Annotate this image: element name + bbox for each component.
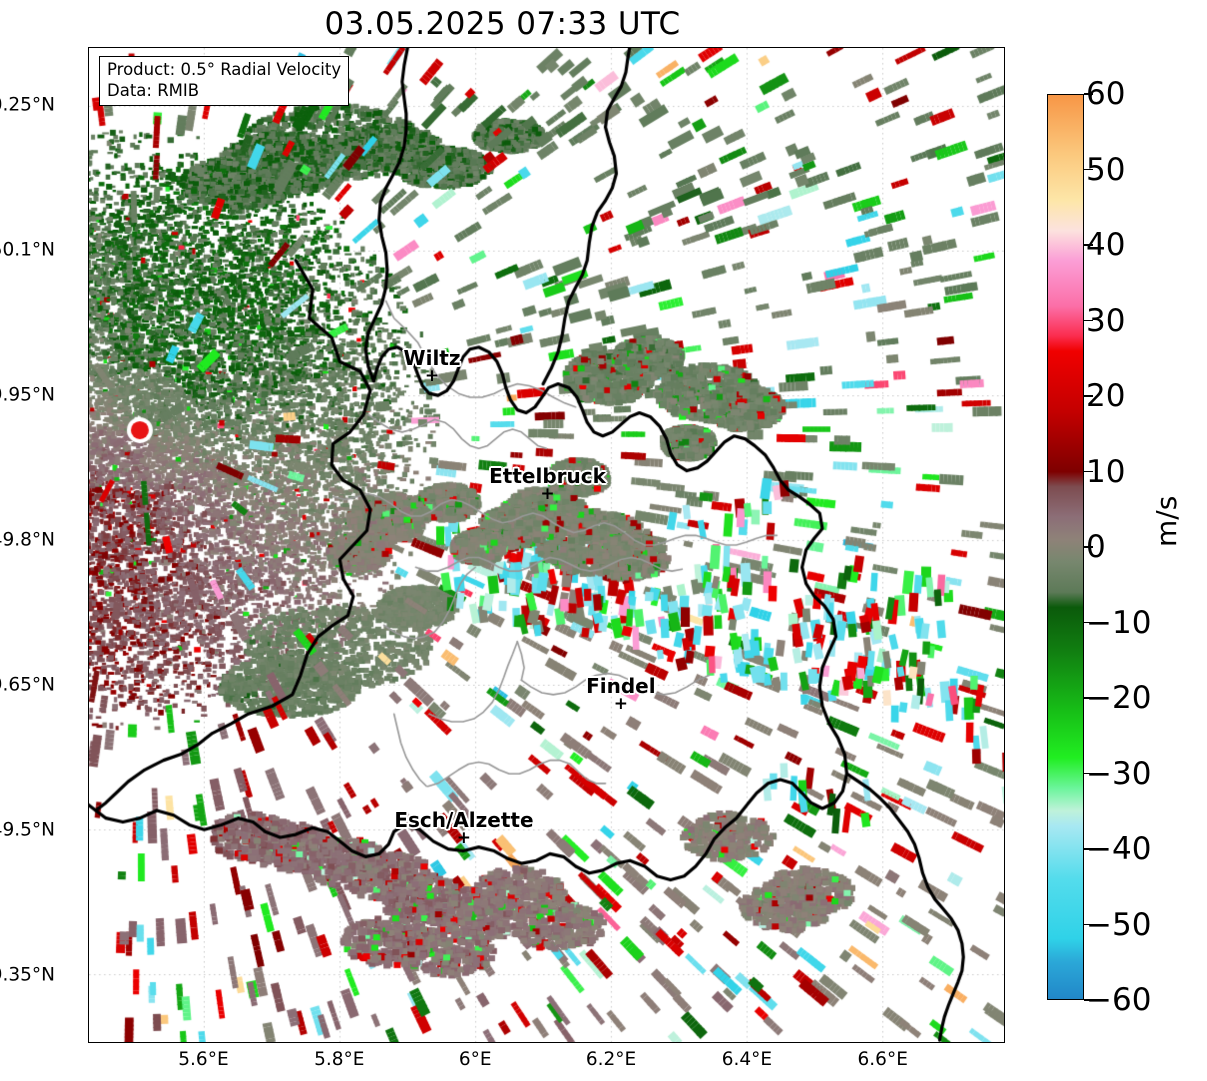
colorbar-tick-mark <box>1084 848 1093 850</box>
city-name: Esch/Alzette <box>394 808 534 833</box>
y-axis-tick-label: 49.95°N <box>0 384 55 406</box>
city-label-findel: Findel + <box>586 673 656 714</box>
colorbar-tick-mark <box>1084 93 1093 95</box>
colorbar-tick-mark <box>1084 546 1093 548</box>
y-axis-tick-label: 49.65°N <box>0 674 55 696</box>
colorbar-tick-mark <box>1084 621 1093 624</box>
city-label-wiltz: Wiltz + <box>403 345 461 386</box>
colorbar-tick-label: 30 <box>1086 302 1126 339</box>
colorbar-tick-label: −10 <box>1086 604 1152 641</box>
y-axis-tick-label: 50.25°N <box>0 94 55 116</box>
colorbar-tick-mark <box>1084 772 1093 775</box>
city-marker-icon: + <box>540 483 555 504</box>
city-label-esch-alzette: Esch/Alzette + <box>394 808 534 849</box>
colorbar-tick-label: −20 <box>1086 680 1152 716</box>
page-title: 03.05.2025 07:33 UTC <box>324 6 681 42</box>
colorbar-tick-label: 0 <box>1086 529 1106 565</box>
radar-plot: Product: 0.5° Radial Velocity Data: RMIB… <box>88 47 1005 1043</box>
colorbar-tick-mark <box>1084 395 1093 397</box>
x-axis-tick-label: 5.6°E <box>178 1049 229 1070</box>
y-axis-tick-label: 49.8°N <box>0 529 55 551</box>
x-axis-tick-label: 6°E <box>458 1049 492 1070</box>
city-name: Ettelbruck <box>489 463 606 488</box>
data-source-line: Data: RMIB <box>107 80 200 100</box>
city-marker-icon: + <box>613 693 628 714</box>
colorbar-tick-label: 20 <box>1086 378 1126 414</box>
product-info-box: Product: 0.5° Radial Velocity Data: RMIB <box>99 56 350 107</box>
x-axis-tick-label: 6.6°E <box>857 1049 908 1070</box>
product-line: Product: 0.5° Radial Velocity <box>107 60 342 79</box>
colorbar-tick-label: −60 <box>1086 982 1152 1018</box>
colorbar-tick-label: −30 <box>1086 755 1152 792</box>
colorbar-tick-label: −40 <box>1086 831 1152 867</box>
city-name: Findel <box>586 673 656 698</box>
colorbar-tick-mark <box>1084 319 1093 322</box>
colorbar-gradient <box>1048 95 1083 999</box>
colorbar-tick-mark <box>1084 244 1093 246</box>
x-axis-tick-label: 6.4°E <box>721 1049 773 1070</box>
colorbar-unit-label: m/s <box>1150 495 1183 547</box>
colorbar-tick-label: 10 <box>1086 453 1126 490</box>
y-axis-tick-label: 49.5°N <box>0 819 55 841</box>
city-marker-icon: + <box>424 365 440 386</box>
city-name: Wiltz <box>403 345 461 370</box>
colorbar-tick-mark <box>1084 168 1093 171</box>
colorbar-tick-mark <box>1084 999 1093 1001</box>
y-axis-tick-label: 49.35°N <box>0 964 55 986</box>
colorbar-tick-mark <box>1084 470 1093 473</box>
colorbar-tick-label: 60 <box>1086 76 1126 112</box>
y-axis-tick-label: 50.1°N <box>0 239 55 261</box>
colorbar-tick-mark <box>1084 697 1093 699</box>
colorbar-tick-label: 40 <box>1086 227 1126 263</box>
city-label-ettelbruck: Ettelbruck + <box>489 463 606 504</box>
city-marker-icon: + <box>456 828 472 849</box>
x-axis-tick-label: 5.8°E <box>314 1049 365 1070</box>
colorbar <box>1047 94 1084 1000</box>
radar-map-canvas <box>89 48 1004 1042</box>
colorbar-tick-label: −50 <box>1086 906 1152 943</box>
x-axis-tick-label: 6.2°E <box>585 1049 637 1070</box>
colorbar-tick-mark <box>1084 923 1093 926</box>
colorbar-tick-label: 50 <box>1086 151 1126 188</box>
